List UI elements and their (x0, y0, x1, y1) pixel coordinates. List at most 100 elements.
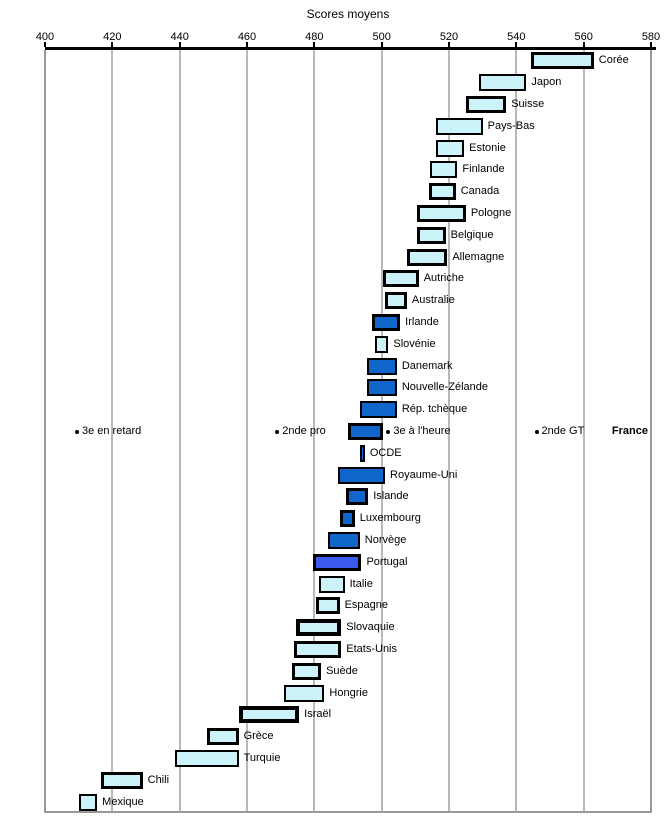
bar-label-norvege: Norvège (364, 534, 407, 546)
bar-canada (428, 183, 456, 201)
bar-australie (385, 292, 407, 310)
bar-hongrie (284, 684, 325, 702)
x-tick-mark-400 (44, 42, 46, 47)
bar-label-suisse: Suisse (511, 98, 545, 110)
bar-label-hongrie: Hongrie (329, 686, 368, 699)
bar-label-grece: Grèce (243, 730, 274, 743)
annotation-label-2nde-pro: 2nde pro (282, 425, 326, 437)
bar-label-espagne: Espagne (344, 599, 389, 612)
bar-japon (479, 74, 527, 92)
x-tick-mark-500 (380, 42, 383, 47)
bar-label-irlande: Irlande (405, 316, 439, 328)
bar-label-pologne: Pologne (470, 207, 512, 219)
plot-area: Corée Japon Suisse Pays-Bas Estonie Finlande C… (44, 50, 652, 813)
x-tick-mark-480 (313, 42, 316, 47)
annotation-label-3e-en-retard: 3e en retard (81, 425, 142, 437)
x-tick-label-480: 480 (305, 31, 324, 43)
bar-israel (238, 706, 300, 724)
bar-turquie (174, 750, 239, 767)
x-tick-mark-540 (515, 42, 518, 47)
bar-label-estonie: Estonie (469, 141, 506, 154)
x-tick-mark-560 (582, 42, 585, 47)
x-tick-mark-460 (246, 42, 248, 47)
gridline-420 (111, 50, 114, 813)
x-tick-mark-520 (448, 42, 450, 47)
bar-mexique (78, 793, 98, 811)
bar-label-royaume-uni: Royaume-Uni (390, 468, 458, 481)
bar-label-luxembourg: Luxembourg (359, 512, 421, 525)
gridline-540 (515, 50, 518, 813)
annotation-dot-3e-en-retard (74, 430, 79, 434)
bar-label-finlande: Finlande (462, 163, 505, 176)
bar-nouvelle-zelande (366, 379, 397, 397)
bar-etats-unis (294, 641, 342, 658)
bar-islande (346, 488, 369, 506)
annotation-dot-3e-a-l-heure (386, 430, 391, 434)
x-tick-label-400: 400 (35, 31, 55, 43)
frame-line-bottom (44, 811, 652, 813)
bar-label-autriche: Autriche (423, 272, 465, 285)
bar-label-portugal: Portugal (366, 555, 408, 568)
x-tick-label-500: 500 (372, 31, 391, 43)
gridline-460 (246, 50, 248, 813)
x-axis-tick-labels: 400 420 440 460 480 500 520 540 560 580 (0, 30, 666, 45)
x-tick-label-560: 560 (574, 31, 593, 43)
annotation-dot-2nde-gt (534, 430, 539, 434)
bar-suede (292, 662, 322, 680)
bar-pologne (417, 205, 466, 222)
bar-autriche (383, 270, 419, 288)
bar-label-belgique: Belgique (450, 228, 494, 241)
gridline-520 (448, 50, 450, 813)
bar-espagne (316, 597, 340, 615)
x-tick-label-460: 460 (237, 31, 257, 43)
x-tick-label-440: 440 (170, 31, 189, 43)
gridline-480 (313, 50, 316, 813)
x-tick-mark-440 (178, 42, 181, 47)
bar-allemagne (406, 248, 448, 266)
bar-label-chili: Chili (147, 773, 170, 786)
bar-slovaquie (295, 619, 342, 637)
bar-belgique (417, 226, 446, 244)
bar-label-turquie: Turquie (243, 752, 281, 764)
bar-irlande (371, 314, 401, 331)
bar-label-pays-bas: Pays-Bas (487, 119, 535, 132)
bar-italie (319, 575, 345, 593)
x-tick-label-580: 580 (641, 31, 661, 43)
bar-norvege (327, 532, 360, 549)
gridline-560 (582, 50, 585, 813)
bar-label-slovaquie: Slovaquie (346, 621, 395, 634)
bar-label-suede: Suède (326, 664, 358, 677)
frame-line-400 (44, 50, 46, 813)
bar-label-coree: Corée (598, 54, 629, 67)
bar-luxembourg (339, 510, 355, 528)
x-axis-line (45, 47, 656, 50)
bar-label-slovenie: Slovénie (393, 337, 436, 350)
gridline-440 (178, 50, 181, 813)
bar-france (348, 423, 384, 440)
bar-label-australie: Australie (411, 294, 455, 307)
bar-label-japon: Japon (531, 76, 562, 89)
bar-label-allemagne: Allemagne (452, 250, 505, 263)
bar-slovenie (374, 335, 389, 353)
x-tick-label-420: 420 (103, 31, 122, 43)
bar-label-mexique: Mexique (102, 795, 144, 808)
chart-title: Scores moyens (306, 7, 390, 21)
x-tick-label-540: 540 (507, 31, 526, 43)
bar-estonie (435, 139, 465, 157)
annotation-label-france: France (611, 425, 648, 437)
x-tick-mark-580 (650, 42, 652, 47)
bar-chili (100, 771, 143, 789)
bar-ocde (359, 444, 365, 462)
bar-label-israel: Israël (304, 708, 332, 721)
bar-label-nouvelle-zelande: Nouvelle-Zélande (401, 381, 489, 394)
bar-pays-bas (435, 117, 483, 135)
bar-label-danemark: Danemark (401, 359, 453, 372)
bar-royaume-uni (337, 466, 386, 484)
frame-line-580 (650, 50, 652, 813)
bar-label-canada: Canada (460, 185, 500, 198)
bar-label-etats-unis: Etats-Unis (346, 643, 398, 655)
bar-suisse (465, 96, 507, 113)
bar-finlande (430, 161, 458, 179)
bar-rep-tcheque (359, 401, 397, 419)
